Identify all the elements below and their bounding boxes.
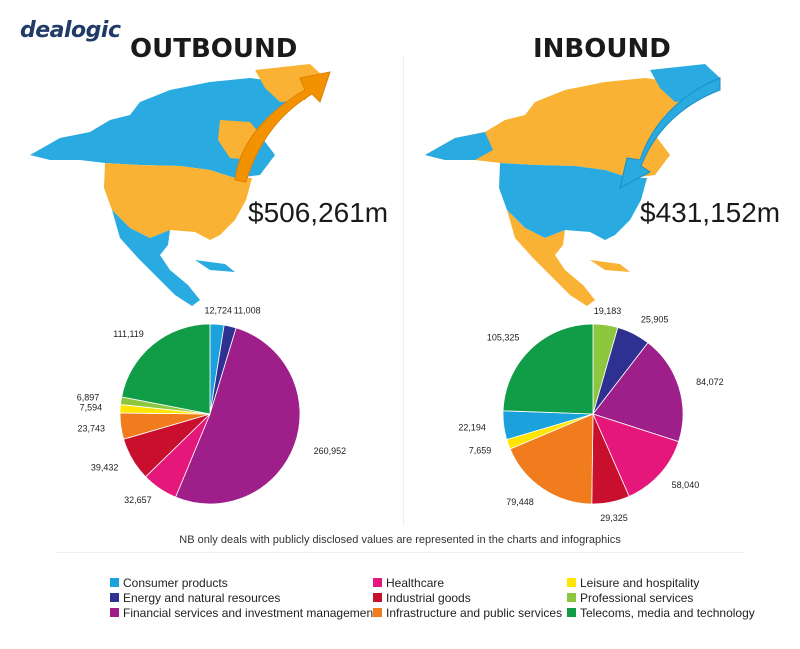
legend-swatch: [373, 593, 382, 602]
pie-value-label: 32,657: [124, 495, 152, 505]
outbound-map-mexico: [112, 210, 200, 306]
legend-swatch: [110, 608, 119, 617]
legend-swatch: [567, 578, 576, 587]
legend-item: Leisure and hospitality: [567, 576, 699, 590]
disclosure-note: NB only deals with publicly disclosed va…: [179, 534, 621, 546]
legend-item: Infrastructure and public services: [373, 606, 562, 620]
inbound-total: $431,152m: [640, 197, 781, 228]
outbound-arrow: [234, 71, 331, 183]
legend-item: Financial services and investment manage…: [110, 606, 376, 620]
pie-value-label: 105,325: [487, 333, 520, 343]
inbound-pie-chart: 19,183 25,905 84,072 58,040 29,325 79,448 7,65…: [458, 306, 724, 523]
inbound-map: [425, 64, 721, 306]
inbound-title: INBOUND: [533, 34, 671, 64]
legend-label: Healthcare: [386, 576, 445, 590]
pie-value-label: 29,325: [600, 513, 628, 523]
outbound-title: OUTBOUND: [130, 34, 298, 64]
pie-value-label: 58,040: [672, 480, 700, 490]
pie-value-label: 11,008: [234, 306, 261, 316]
outbound-total: $506,261m: [248, 197, 389, 228]
pie-value-label: 84,072: [696, 377, 724, 387]
pie-value-label: 111,119: [113, 329, 144, 339]
inbound-map-usa: [499, 163, 647, 240]
legend-item: Consumer products: [110, 576, 228, 590]
legend-item: Energy and natural resources: [110, 591, 280, 605]
dealogic-logo: dealogic: [20, 18, 121, 43]
legend-swatch: [567, 608, 576, 617]
legend-item: Professional services: [567, 591, 693, 605]
inbound-map-mexico: [507, 210, 595, 306]
legend-swatch: [373, 608, 382, 617]
legend-label: Energy and natural resources: [123, 591, 281, 605]
panel-divider: [403, 55, 404, 525]
outbound-pie-chart: 12,724 11,008 260,952 32,657 39,432 23,743 7,5…: [77, 305, 347, 505]
pie-value-label: 19,183: [594, 306, 622, 316]
outbound-map-canada: [30, 78, 290, 178]
pie-slice: [502, 323, 594, 415]
legend-label: Financial services and investment manage…: [123, 606, 377, 620]
legend-label: Industrial goods: [386, 591, 471, 605]
inbound-map-canada: [425, 78, 685, 178]
pie-value-label: 25,905: [641, 314, 669, 324]
legend-label: Consumer products: [123, 576, 228, 590]
inbound-map-alaska: [425, 132, 493, 160]
legend-label: Leisure and hospitality: [580, 576, 700, 590]
pie-slice: [509, 413, 594, 505]
pie-value-label: 79,448: [506, 497, 534, 507]
pie-value-label: 39,432: [91, 462, 119, 472]
legend-swatch: [110, 593, 119, 602]
pie-slice: [592, 413, 680, 497]
legend-item: Healthcare: [373, 576, 444, 590]
legend-label: Professional services: [580, 591, 694, 605]
outbound-map: [30, 64, 331, 306]
pie-value-label: 12,724: [204, 305, 232, 315]
pie-slice: [592, 342, 684, 443]
legend-item: Telecoms, media and technology: [567, 606, 755, 620]
outbound-map-usa: [104, 163, 252, 240]
inbound-arrow: [619, 77, 721, 189]
legend-label: Infrastructure and public services: [386, 606, 563, 620]
pie-value-label: 7,594: [80, 403, 103, 413]
pie-slice: [175, 327, 301, 505]
inbound-map-caribbean: [590, 260, 630, 272]
pie-value-label: 22,194: [458, 423, 486, 433]
legend-swatch: [110, 578, 119, 587]
legend-item: Industrial goods: [373, 591, 471, 605]
legend-swatch: [373, 578, 382, 587]
pie-slice: [121, 323, 211, 415]
pie-value-label: 6,897: [77, 392, 100, 402]
legend-divider: [55, 552, 745, 553]
pie-value-label: 23,743: [77, 423, 105, 433]
pie-value-label: 260,952: [314, 446, 347, 456]
legend-label: Telecoms, media and technology: [580, 606, 755, 620]
legend-swatch: [567, 593, 576, 602]
outbound-map-caribbean: [195, 260, 235, 272]
pie-value-label: 7,659: [469, 445, 492, 455]
